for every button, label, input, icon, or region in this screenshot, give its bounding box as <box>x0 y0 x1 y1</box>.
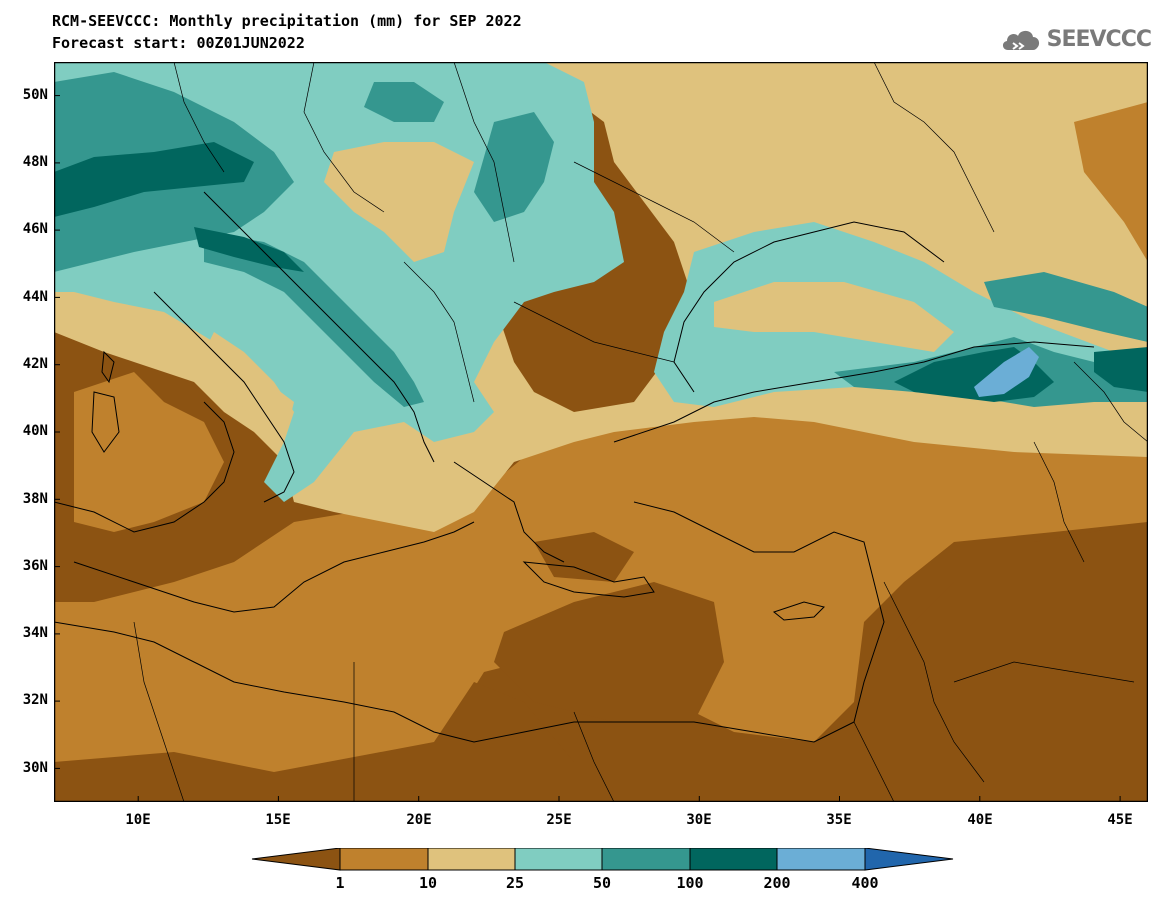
lat-label: 46N <box>22 221 48 237</box>
seevccc-logo: SEEVCCC <box>999 24 1152 54</box>
colorbar-swatch-1-10 <box>339 848 429 871</box>
colorbar-label: 1 <box>335 874 345 892</box>
precip-zone-400-plus <box>974 347 1039 397</box>
precip-zone-1-10-libya <box>494 582 724 722</box>
colorbar-swatch-gt400 <box>864 848 954 871</box>
colorbar-label: 50 <box>592 874 612 892</box>
country-borders <box>133 62 1148 802</box>
lon-label: 30E <box>686 812 712 828</box>
colorbar-label: 25 <box>505 874 525 892</box>
colorbar <box>251 848 954 871</box>
lat-label: 34N <box>22 625 48 641</box>
colorbar-swatch-10-25 <box>427 848 516 871</box>
lat-label: 50N <box>22 87 48 103</box>
precip-zone-25-50-italy <box>204 332 294 442</box>
logo-text: SEEVCCC <box>1046 26 1152 52</box>
precip-zone-25-50-hungary <box>324 142 474 262</box>
precip-zone-100-200-poland <box>364 82 444 122</box>
precip-zone-100-200-dinarides <box>204 232 424 407</box>
colorbar-swatch-200-400 <box>776 848 866 871</box>
colorbar-swatch-lt1 <box>251 848 341 871</box>
precip-zone-200-400-georgia <box>1094 347 1148 392</box>
precip-zone-25-50-black-sea-center <box>714 282 954 352</box>
lon-label: 15E <box>265 812 291 828</box>
forecast-start-label: Forecast start: 00Z01JUN2022 <box>52 34 305 52</box>
precip-zone-200-400-croatia <box>194 227 304 272</box>
lon-label: 40E <box>967 812 993 828</box>
lon-label: 20E <box>406 812 432 828</box>
lat-label: 40N <box>22 423 48 439</box>
precip-zone-200-400-alps <box>54 142 254 217</box>
lat-label: 48N <box>22 154 48 170</box>
map-canvas <box>54 62 1148 802</box>
colorbar-swatch-50-100 <box>601 848 691 871</box>
precip-zone-1-10-aegean <box>534 532 634 582</box>
colorbar-label: 200 <box>763 874 791 892</box>
precip-zone-1-10-arabia <box>854 522 1148 802</box>
precipitation-map <box>54 62 1148 802</box>
colorbar-swatch-25-50 <box>514 848 603 871</box>
lon-label: 25E <box>546 812 572 828</box>
lat-label: 42N <box>22 356 48 372</box>
coastlines <box>54 191 1095 743</box>
colorbar-label: 10 <box>418 874 438 892</box>
precip-zone-1-10-sahara <box>54 682 654 802</box>
colorbar-swatch-100-200 <box>689 848 778 871</box>
precip-zone-10-25-east <box>1074 102 1148 262</box>
lon-label: 45E <box>1107 812 1133 828</box>
map-title: RCM-SEEVCCC: Monthly precipitation (mm) … <box>52 12 522 30</box>
lat-label: 38N <box>22 491 48 507</box>
precip-zone-100-200-carpathians <box>474 112 554 222</box>
colorbar-label: 100 <box>676 874 704 892</box>
lon-label: 35E <box>826 812 852 828</box>
precip-zone-10-25 <box>54 102 1148 802</box>
map-border <box>54 62 1148 802</box>
precip-zone-10-25-sardinia <box>74 372 224 532</box>
lat-label: 36N <box>22 558 48 574</box>
lat-label: 32N <box>22 692 48 708</box>
colorbar-label: 400 <box>851 874 879 892</box>
precip-zone-100-200-georgia <box>984 272 1148 342</box>
lat-label: 44N <box>22 289 48 305</box>
lon-label: 10E <box>125 812 151 828</box>
lat-label: 30N <box>22 760 48 776</box>
cloud-icon <box>1002 30 1039 50</box>
